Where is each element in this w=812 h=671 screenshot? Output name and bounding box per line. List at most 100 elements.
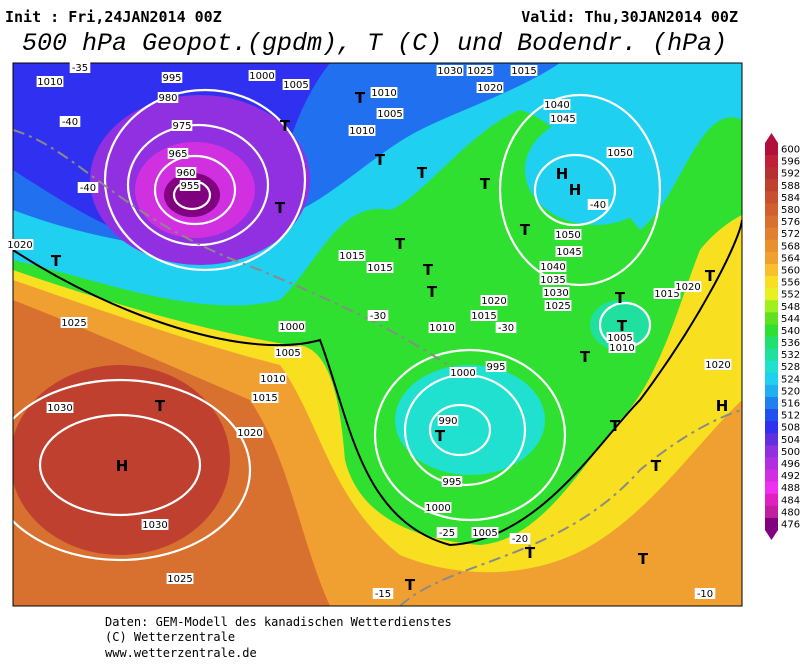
pressure-center: T (280, 117, 291, 135)
pressure-center: T (580, 348, 591, 366)
map-label-bg (251, 392, 279, 403)
map-label-bg (166, 573, 194, 584)
pressure-center: T (155, 397, 166, 415)
map-label-bg (428, 322, 456, 333)
pressure-center: T (51, 252, 62, 270)
isoline-label: 1015 (367, 263, 392, 274)
isoline-label: 1000 (279, 322, 304, 333)
isoline-label: 1030 (543, 288, 568, 299)
isoline-label: 990 (438, 416, 457, 427)
map-label-bg (653, 288, 681, 299)
isoline-label: 1015 (471, 311, 496, 322)
colorbar-label: 536 (781, 338, 800, 349)
colorbar-swatch (765, 312, 778, 325)
isoline-label: -40 (80, 183, 96, 194)
map-label-bg (179, 180, 201, 191)
isoline-label: 1000 (450, 368, 475, 379)
map-label-bg (449, 367, 477, 378)
map-label-bg (608, 342, 636, 353)
colorbar-swatch (765, 421, 778, 434)
colorbar-swatch (765, 143, 778, 156)
colorbar-label: 512 (781, 411, 800, 422)
colorbar-label: 516 (781, 399, 800, 410)
isoline-label: 975 (172, 121, 191, 132)
isoline-label: 1010 (349, 126, 374, 137)
footer-line: (C) Wetterzentrale (105, 630, 235, 644)
footer-line: Daten: GEM-Modell des kanadischen Wetter… (105, 615, 452, 629)
map-label-bg (77, 182, 99, 193)
pressure-center: T (638, 550, 649, 568)
colorbar-swatch (765, 191, 778, 204)
isoline-label: 1030 (47, 403, 72, 414)
colorbar-swatch (765, 215, 778, 229)
isoline-label: 1005 (607, 333, 632, 344)
pressure-center: T (520, 221, 531, 239)
pressure-center: T (435, 427, 446, 445)
map-label-bg (366, 262, 394, 273)
isoline-label: -35 (72, 63, 88, 74)
map-label-bg (704, 359, 732, 370)
map-label-bg (694, 588, 716, 599)
colorbar-label: 508 (781, 423, 800, 434)
isoline-label: 1020 (705, 360, 730, 371)
isoline-label: 1020 (7, 240, 32, 251)
isoline-label: 1030 (437, 66, 462, 77)
map-label-bg (485, 361, 507, 372)
pressure-center: T (355, 89, 366, 107)
colorbar-swatch (765, 300, 778, 313)
map-label-bg (367, 310, 389, 321)
colorbar-label: 520 (781, 386, 800, 397)
map-label-bg (157, 92, 179, 103)
isoline-label: 955 (180, 181, 199, 192)
pressure-center: T (705, 267, 716, 285)
isoline-label: 1045 (556, 247, 581, 258)
map-label-bg (539, 274, 567, 285)
map-label-bg (549, 113, 577, 124)
map-label-bg (278, 321, 306, 332)
isoline-label: 995 (486, 362, 505, 373)
colorbar-swatch (765, 239, 778, 253)
pressure-center: H (569, 181, 582, 199)
map-label-bg (674, 281, 702, 292)
colorbar-swatch (765, 396, 778, 410)
map-label-bg (555, 246, 583, 257)
colorbar-swatch (765, 384, 778, 398)
pressure-center: T (610, 417, 621, 435)
map-label-bg (259, 373, 287, 384)
map-label-bg (69, 62, 91, 73)
colorbar-label: 480 (781, 507, 800, 518)
isoline-label: -30 (498, 323, 514, 334)
pressure-center: T (427, 283, 438, 301)
isoline-label: 1025 (467, 66, 492, 77)
map-label-bg (274, 347, 302, 358)
colorbar-label: 584 (781, 193, 800, 204)
colorbar-label: 532 (781, 350, 800, 361)
isoline-label: 1035 (540, 275, 565, 286)
isoline-label: 1005 (377, 109, 402, 120)
map-label-bg (510, 65, 538, 76)
colorbar-label: 528 (781, 362, 800, 373)
colorbar-swatch (765, 348, 778, 362)
map-label-bg (543, 99, 571, 110)
colorbar-tip (765, 530, 778, 540)
map-label-bg (376, 108, 404, 119)
map-label-bg (348, 125, 376, 136)
map-label-bg (471, 527, 499, 538)
init-time: Init : Fri,24JAN2014 00Z (5, 8, 222, 26)
isoline-label: 1020 (237, 428, 262, 439)
isoline-label: 1000 (249, 71, 274, 82)
colorbar-label: 560 (781, 265, 800, 276)
map-label-bg (436, 527, 458, 538)
colorbar-label: 492 (781, 471, 800, 482)
isoline-label: 1020 (477, 83, 502, 94)
isoline-label: 1020 (675, 282, 700, 293)
pressure-center: H (716, 397, 729, 415)
isoline-label: 1040 (544, 100, 569, 111)
colorbar-label: 576 (781, 217, 800, 228)
isoline-label: -20 (512, 534, 528, 545)
isoline-label: 1010 (609, 343, 634, 354)
map-label-bg (480, 295, 508, 306)
colorbar: 6005965925885845805765725685645605565525… (765, 133, 800, 540)
colorbar-swatch (765, 517, 778, 531)
isoline-label: 1010 (260, 374, 285, 385)
